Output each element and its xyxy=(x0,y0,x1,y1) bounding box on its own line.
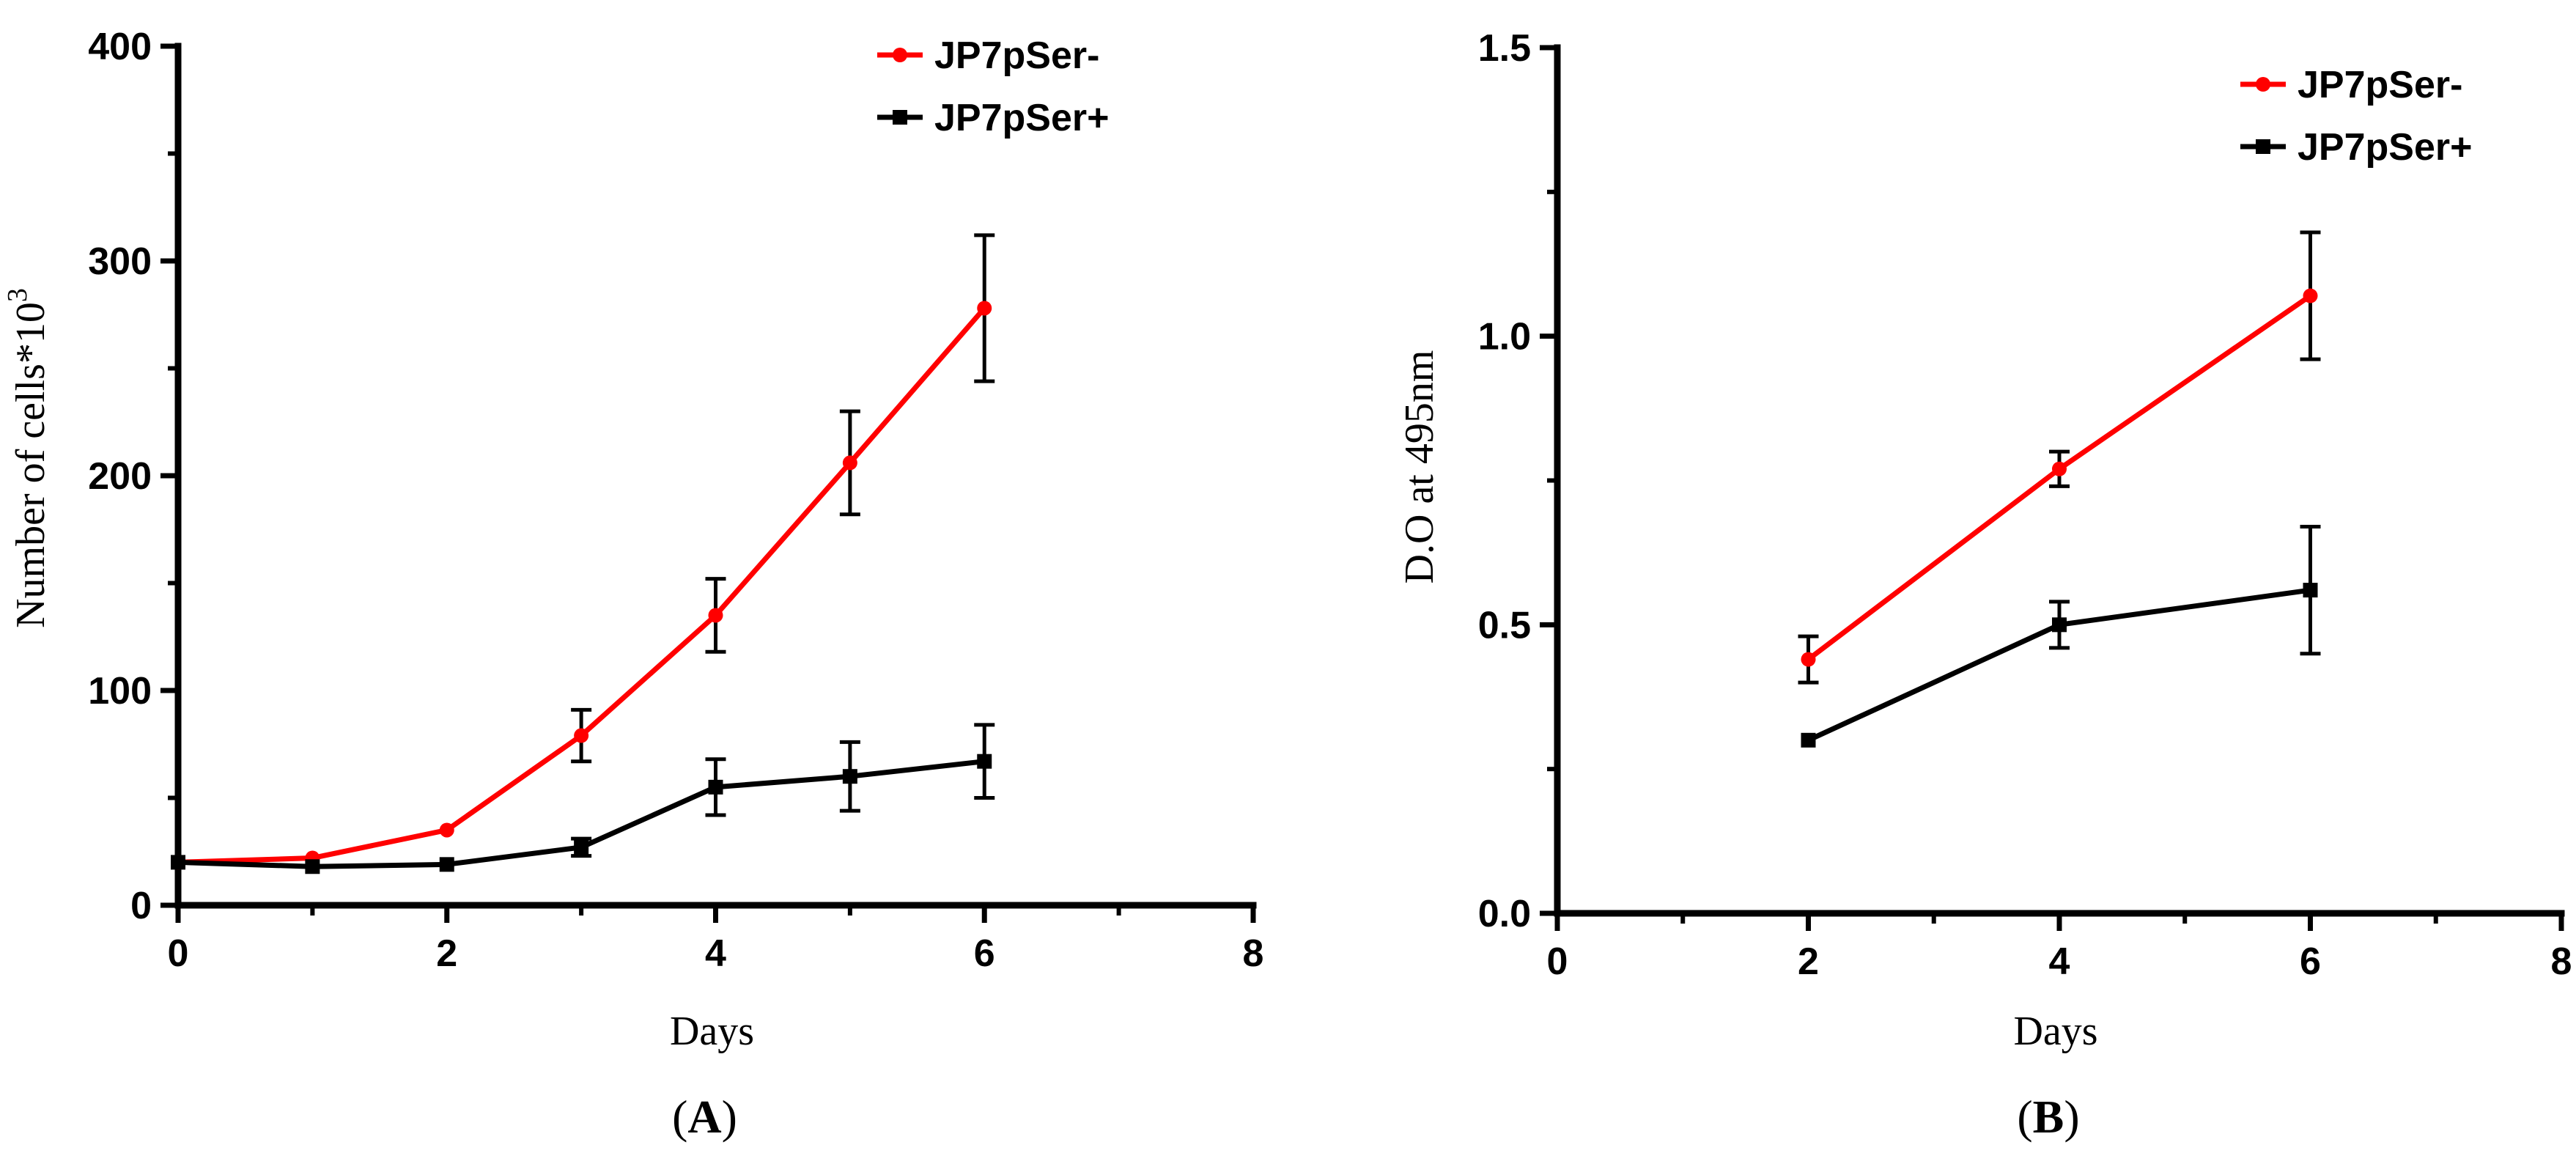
series-jp7pser-plus xyxy=(171,723,995,874)
chart-panel-b: 0 2 4 6 8 0.0 0.5 1.0 1.5 Days D.O at 495nm (B) JP7p… xyxy=(1397,27,2572,1143)
series-line xyxy=(177,306,986,865)
x-tick-label: 0 xyxy=(168,932,189,975)
y-tick-label: 1.0 xyxy=(1478,316,1531,358)
data-point xyxy=(708,779,723,795)
legend-marker xyxy=(893,110,907,125)
x-tick-label: 4 xyxy=(705,932,726,975)
panel-label-letter: A xyxy=(687,1091,721,1143)
y-tick-label: 100 xyxy=(88,670,152,712)
panel-label: (B) xyxy=(2017,1091,2079,1143)
y-tick-label: 400 xyxy=(88,26,152,68)
data-point xyxy=(171,855,185,870)
data-point xyxy=(305,859,320,874)
legend-entry: JP7pSer- xyxy=(2240,64,2462,106)
data-point xyxy=(574,728,589,743)
x-tick-label: 2 xyxy=(436,932,457,975)
y-tick-label: 1.5 xyxy=(1478,27,1531,70)
data-point xyxy=(1801,732,1816,748)
panel-label-letter: B xyxy=(2033,1091,2064,1143)
legend-marker xyxy=(2256,77,2270,92)
y-tick-label: 300 xyxy=(88,240,152,283)
x-tick-label: 2 xyxy=(1798,940,1819,983)
x-tick-label: 0 xyxy=(1547,940,1568,983)
x-axis-title: Days xyxy=(2013,1009,2097,1054)
x-tick-label: 6 xyxy=(2300,940,2321,983)
data-point xyxy=(2303,583,2318,598)
panel-label-close: ) xyxy=(722,1091,737,1143)
panel-label-open: ( xyxy=(672,1091,687,1143)
legend-entry: JP7pSer+ xyxy=(2240,126,2473,169)
legend-marker xyxy=(893,48,907,62)
panel-label: (A) xyxy=(672,1091,737,1143)
data-point xyxy=(439,857,454,872)
data-point xyxy=(842,455,857,471)
legend-label: JP7pSer+ xyxy=(2298,126,2473,169)
y-axis-title: Number of cells*103 xyxy=(2,288,53,628)
series-jp7pser-plus xyxy=(1801,524,2321,748)
data-point xyxy=(2303,288,2318,303)
data-point xyxy=(977,301,992,316)
legend-label: JP7pSer- xyxy=(934,34,1099,77)
legend-marker xyxy=(2256,139,2270,154)
x-tick-label: 8 xyxy=(1243,932,1264,975)
legend-entry: JP7pSer- xyxy=(877,34,1099,77)
data-point xyxy=(439,822,454,838)
legend-entry: JP7pSer+ xyxy=(877,97,1110,139)
data-point xyxy=(574,839,589,855)
y-tick-label: 200 xyxy=(88,455,152,498)
series-jp7pser-minus xyxy=(171,233,995,870)
series-jp7pser-minus xyxy=(1798,230,2321,685)
y-axis-title-superscript: 3 xyxy=(2,288,33,302)
y-tick-label: 0.5 xyxy=(1478,604,1531,647)
data-point xyxy=(1801,652,1816,667)
data-point xyxy=(708,608,723,623)
data-point xyxy=(842,769,857,784)
legend-label: JP7pSer- xyxy=(2298,64,2462,106)
y-axis-title-main: Number of cells*10 xyxy=(8,302,53,628)
panel-label-open: ( xyxy=(2017,1091,2032,1143)
chart-panel-a: 0 2 4 6 8 0 100 200 300 400 Days Number of cells*10… xyxy=(2,26,1263,1143)
y-tick-label: 0 xyxy=(130,885,152,927)
x-tick-label: 8 xyxy=(2551,940,2572,983)
x-tick-label: 6 xyxy=(974,932,995,975)
legend-label: JP7pSer+ xyxy=(934,97,1110,139)
data-point xyxy=(977,754,992,769)
data-point xyxy=(2052,461,2067,476)
x-axis-title: Days xyxy=(670,1009,754,1054)
y-axis-title-main: D.O at 495nm xyxy=(1397,350,1442,584)
y-tick-label: 0.0 xyxy=(1478,893,1531,935)
data-point xyxy=(2052,617,2067,633)
y-axis-title: D.O at 495nm xyxy=(1397,350,1442,584)
panel-label-close: ) xyxy=(2064,1091,2079,1143)
x-tick-label: 4 xyxy=(2049,940,2070,983)
